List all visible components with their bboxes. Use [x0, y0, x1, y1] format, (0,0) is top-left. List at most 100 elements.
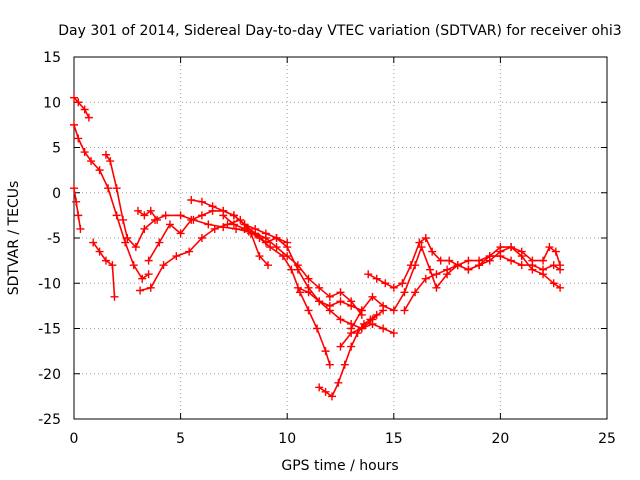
- y-axis-label: SDTVAR / TECUs: [6, 181, 22, 296]
- x-axis-label: GPS time / hours: [281, 458, 398, 474]
- data-point: [381, 279, 390, 288]
- data-point: [272, 243, 281, 252]
- y-tick-label: -10: [38, 276, 61, 292]
- series-arc-3: [70, 184, 85, 233]
- y-tick-label: 0: [52, 186, 61, 202]
- data-point: [70, 93, 78, 102]
- data-point: [219, 211, 228, 220]
- data-point: [165, 220, 174, 229]
- data-point: [325, 292, 334, 301]
- grid: [74, 57, 607, 419]
- data-point: [101, 150, 110, 159]
- data-point: [347, 342, 356, 351]
- data-point: [104, 184, 113, 193]
- data-point: [261, 234, 270, 242]
- data-point: [321, 347, 330, 356]
- data-point: [251, 229, 260, 238]
- data-point: [304, 274, 313, 283]
- data-point: [106, 157, 115, 166]
- data-point: [144, 256, 153, 265]
- series-line: [367, 237, 561, 289]
- data-series: [70, 93, 565, 401]
- data-point: [421, 274, 430, 283]
- data-point: [347, 297, 356, 306]
- chart-title: Day 301 of 2014, Sidereal Day-to-day VTE…: [58, 23, 621, 39]
- data-point: [368, 315, 377, 324]
- data-point: [315, 383, 324, 392]
- data-point: [539, 256, 548, 265]
- series-line: [139, 219, 269, 292]
- data-point: [347, 324, 356, 333]
- data-point: [389, 283, 398, 292]
- y-tick-label: 5: [52, 141, 61, 157]
- data-point: [313, 324, 322, 333]
- data-point: [74, 134, 83, 143]
- data-point: [336, 315, 345, 324]
- data-point: [185, 247, 194, 256]
- data-point: [80, 105, 89, 114]
- data-point: [389, 306, 398, 315]
- series-line: [92, 241, 116, 298]
- data-point: [95, 247, 104, 256]
- data-point: [398, 279, 407, 288]
- data-point: [119, 215, 128, 224]
- y-tick-label: 10: [43, 95, 61, 111]
- data-point: [528, 256, 537, 265]
- data-point: [304, 306, 313, 315]
- data-point: [101, 256, 110, 265]
- data-point: [144, 270, 153, 279]
- data-point: [84, 113, 93, 122]
- data-point: [336, 288, 345, 297]
- series-arc-5: [101, 150, 334, 369]
- data-point: [232, 224, 241, 233]
- data-point: [74, 98, 83, 107]
- data-point: [364, 270, 373, 279]
- data-point: [229, 211, 238, 220]
- y-tick-label: 15: [43, 50, 61, 66]
- x-tick-label: 15: [385, 431, 403, 447]
- data-point: [176, 211, 185, 220]
- data-point: [400, 306, 409, 315]
- data-point: [210, 224, 219, 233]
- data-point: [556, 283, 565, 292]
- series-arc-10: [219, 211, 366, 319]
- data-point: [304, 288, 313, 297]
- data-point: [443, 265, 452, 274]
- series-line: [105, 153, 331, 366]
- x-axis-ticks: 0 5 10 15 20 25: [70, 57, 616, 447]
- data-point: [336, 297, 345, 306]
- data-point: [293, 261, 302, 270]
- data-point: [325, 360, 334, 369]
- data-point: [136, 286, 145, 295]
- data-point: [70, 120, 78, 129]
- data-point: [176, 229, 185, 238]
- data-point: [197, 197, 206, 206]
- data-point: [187, 215, 196, 224]
- data-point: [545, 243, 554, 252]
- data-point: [411, 288, 420, 297]
- data-point: [112, 184, 121, 193]
- series-line: [147, 210, 289, 262]
- series-line: [318, 314, 378, 398]
- x-tick-label: 20: [491, 431, 509, 447]
- data-point: [197, 211, 206, 220]
- series-line: [73, 187, 82, 230]
- data-point: [539, 270, 548, 279]
- data-point: [315, 297, 324, 306]
- data-point: [110, 292, 119, 301]
- data-point: [400, 288, 409, 297]
- data-point: [172, 252, 181, 261]
- data-point: [453, 261, 462, 270]
- data-point: [133, 206, 142, 215]
- data-point: [74, 211, 83, 220]
- data-point: [138, 274, 147, 283]
- data-point: [108, 261, 117, 270]
- data-point: [325, 306, 334, 315]
- data-point: [155, 238, 164, 247]
- data-point: [421, 234, 430, 242]
- data-point: [283, 252, 292, 261]
- data-point: [295, 288, 304, 297]
- series-line: [73, 124, 150, 280]
- data-point: [475, 261, 484, 270]
- data-point: [528, 265, 537, 274]
